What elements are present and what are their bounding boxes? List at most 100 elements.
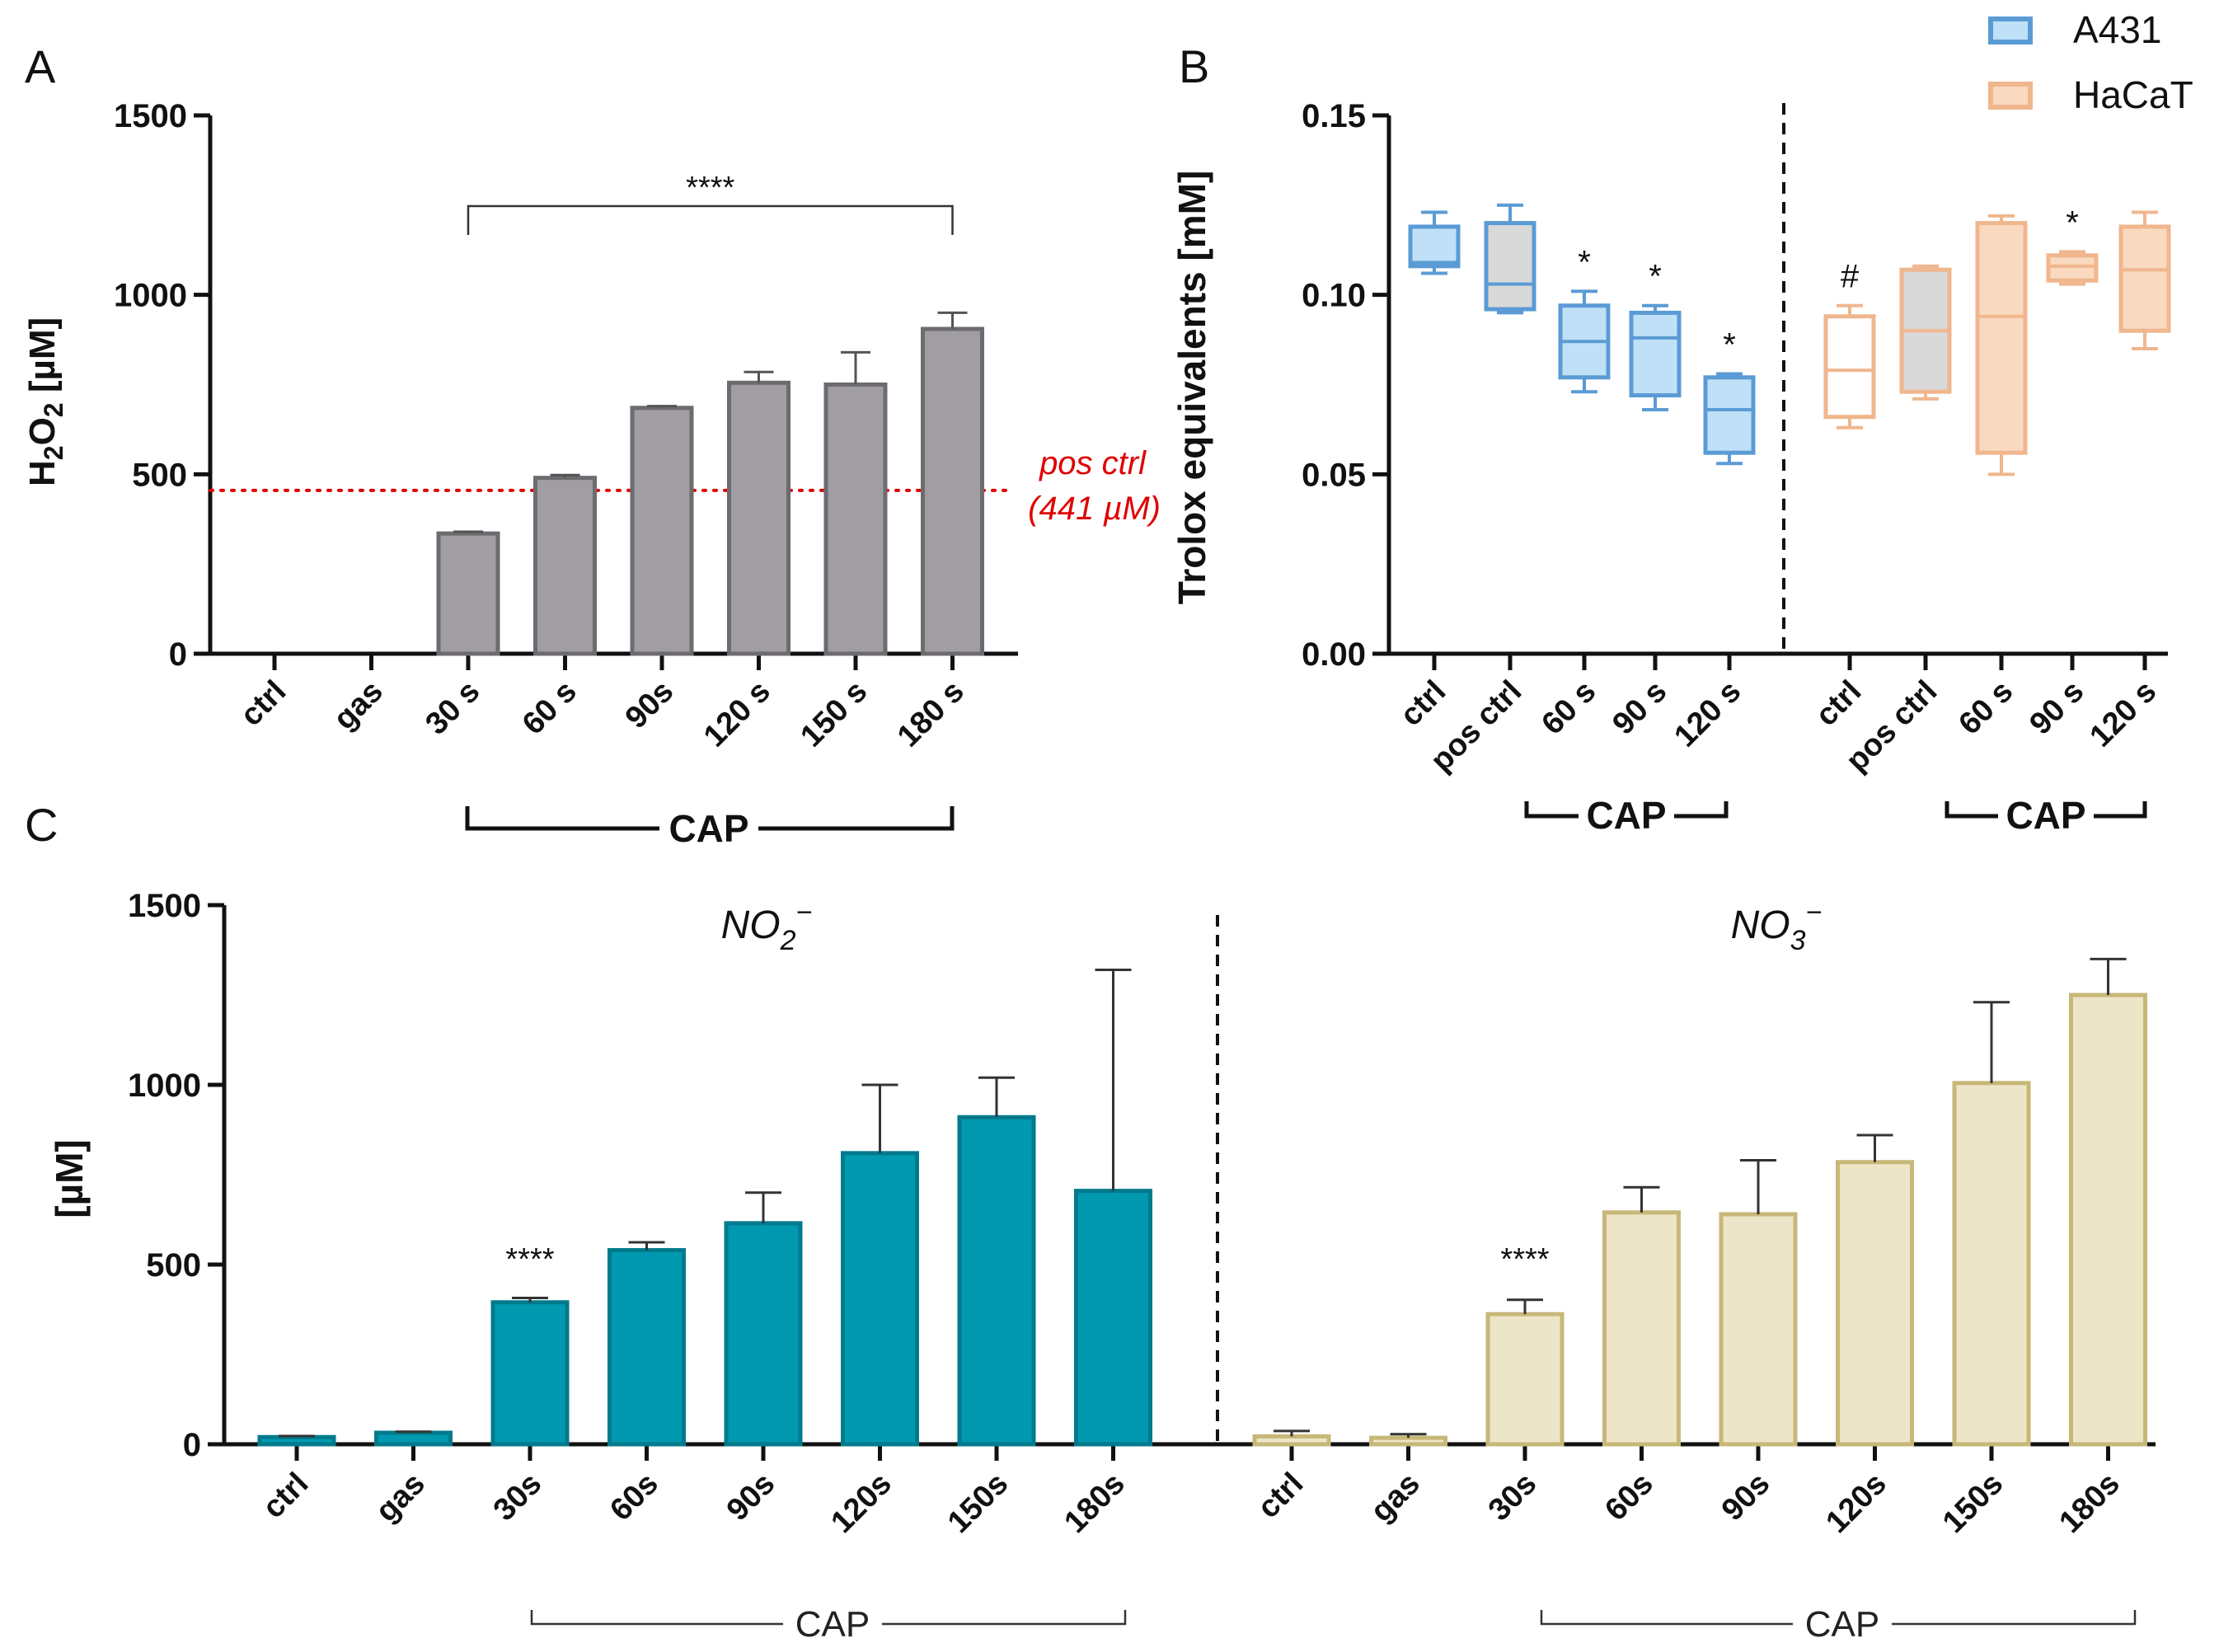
panel-b-x-tick-label: 90 s bbox=[1606, 674, 1673, 742]
panel-b-box bbox=[1408, 224, 1461, 269]
panel-a-bar bbox=[533, 476, 597, 656]
panel-b-y-tick-label: 0.15 bbox=[1302, 98, 1366, 134]
panel-a-x-tick-label: gas bbox=[327, 674, 390, 737]
panel-c-series-title: NO2− bbox=[721, 897, 813, 956]
panel-c-x-tick-label: 150s bbox=[1936, 1467, 2010, 1540]
panel-b-cap-gap bbox=[1579, 795, 1674, 837]
panel-c-bar bbox=[957, 1115, 1036, 1447]
panel-a-bar bbox=[630, 406, 694, 656]
panel-b-legend-label: A431 bbox=[2073, 8, 2161, 51]
panel-b-x-tick-label: ctrl bbox=[1394, 674, 1453, 734]
panel-b-legend-label: HaCaT bbox=[2073, 73, 2193, 116]
panel-c-x-tick-label: ctrl bbox=[256, 1467, 316, 1526]
panel-c-y-tick-label: 500 bbox=[146, 1247, 201, 1284]
panel-b-box bbox=[1703, 375, 1756, 455]
panel-c-y-tick-label: 1500 bbox=[128, 888, 201, 924]
panel-b-significance-mark: * bbox=[1723, 326, 1736, 363]
panel-c-bar bbox=[1252, 1434, 1331, 1447]
panel-a-y-label-part: O bbox=[22, 417, 63, 445]
panel-c-bar bbox=[490, 1300, 570, 1447]
panel-b-legend-swatch bbox=[1988, 82, 2033, 110]
panel-c-x-tick-label: 30s bbox=[487, 1467, 549, 1528]
panel-a-x-tick-label: 120 s bbox=[697, 674, 777, 754]
panel-c-y-tick-label: 0 bbox=[183, 1427, 201, 1463]
panel-a-pos-ctrl-label: pos ctrl bbox=[1039, 445, 1147, 481]
panel-a-y-label: H2O2 [µM] bbox=[22, 317, 68, 486]
panel-b-x-tick-label: ctrl bbox=[1809, 674, 1869, 734]
panel-c-x-tick-label: 60s bbox=[603, 1467, 665, 1528]
panel-c-bar bbox=[608, 1248, 686, 1447]
panel-b-x-tick-label: 120 s bbox=[2083, 674, 2163, 754]
panel-c-y-label: [µM] bbox=[48, 1139, 91, 1218]
panel-c-x-tick-label: ctrl bbox=[1251, 1467, 1311, 1526]
panel-b-y-label: Trolox equivalents [mM] bbox=[1170, 171, 1213, 605]
panel-c-series-title-main: NO bbox=[1731, 903, 1790, 947]
panel-b-y-tick-label: 0.05 bbox=[1302, 457, 1366, 493]
panel-label-a: A bbox=[25, 40, 56, 92]
panel-a-y-label-part: 2 bbox=[39, 402, 68, 417]
panel-b-significance-mark: # bbox=[1841, 259, 1860, 295]
panel-b-x-tick-label: 60 s bbox=[1535, 674, 1602, 742]
panel-c-x-tick-label: 30s bbox=[1482, 1467, 1544, 1528]
panel-c-x-tick-label: 150s bbox=[941, 1467, 1015, 1540]
panel-c-x-tick-label: 180s bbox=[1058, 1467, 1131, 1540]
panel-c-series-title-sup: − bbox=[796, 897, 813, 928]
panel-c-bar bbox=[841, 1151, 919, 1447]
panel-c-y-tick-label: 1000 bbox=[128, 1068, 201, 1104]
panel-b-box bbox=[2118, 224, 2171, 333]
panel-c-x-tick-label: 90s bbox=[1715, 1467, 1777, 1528]
panel-c-bar bbox=[374, 1430, 453, 1447]
panel-b-x-tick-label: 60 s bbox=[1952, 674, 2020, 742]
panel-a-bar bbox=[921, 326, 984, 656]
panel-c-series-title-sub: 3 bbox=[1790, 925, 1806, 956]
panel-c-cap-gap bbox=[783, 1603, 882, 1645]
panel-c-cap-gap bbox=[1793, 1603, 1892, 1645]
panel-c-x-tick-label: 120s bbox=[1819, 1467, 1893, 1540]
panel-a-cap-label: CAP bbox=[669, 807, 748, 850]
panel-b-x-tick-label: 90 s bbox=[2023, 674, 2090, 742]
panel-b-cap-label: CAP bbox=[1586, 794, 1666, 837]
panel-label-c: C bbox=[25, 799, 58, 851]
panel-c-series-title-sup: − bbox=[1806, 897, 1823, 928]
panel-c-bar bbox=[2069, 993, 2147, 1447]
panel-c-series-title: NO3− bbox=[1731, 897, 1823, 956]
panel-b-box bbox=[1484, 221, 1536, 312]
panel-b-x-tick-label: 120 s bbox=[1668, 674, 1748, 754]
panel-c-x-tick-label: 60s bbox=[1598, 1467, 1660, 1528]
panel-b-legend-swatch bbox=[1988, 16, 2033, 45]
panel-a-y-tick-label: 0 bbox=[169, 636, 187, 673]
panel-b-chart: 0.00 0.05 0.10 0.15 Trolox equivalents [mM] A… bbox=[1170, 8, 2193, 837]
panel-c-significance-mark: **** bbox=[1500, 1242, 1549, 1277]
panel-b-box bbox=[1975, 221, 2028, 455]
panel-a-bar bbox=[727, 380, 790, 656]
panel-c-bar bbox=[257, 1434, 336, 1447]
panel-a-x-tick-label: 30 s bbox=[419, 674, 486, 742]
panel-a-cap-gap bbox=[659, 808, 758, 849]
panel-a-bar bbox=[823, 382, 888, 656]
panel-c-bar bbox=[724, 1221, 803, 1447]
panel-c-series-title-main: NO bbox=[721, 903, 781, 947]
panel-c-x-tick-label: 120s bbox=[824, 1467, 898, 1540]
panel-a-significance-label: **** bbox=[686, 171, 734, 205]
panel-b-significance-mark: * bbox=[2066, 204, 2079, 241]
panel-c-bar bbox=[1952, 1081, 2031, 1447]
panel-b-y-tick-label: 0.00 bbox=[1302, 636, 1366, 673]
panel-b-y-tick-label: 0.10 bbox=[1302, 278, 1366, 314]
panel-b-significance-mark: * bbox=[1578, 244, 1591, 280]
panel-a-y-tick-label: 1000 bbox=[114, 278, 187, 314]
panel-c-bar bbox=[1485, 1312, 1565, 1447]
panel-b-box bbox=[1823, 314, 1876, 420]
panel-a-y-label-part: [µM] bbox=[22, 317, 63, 403]
panel-c-x-tick-label: gas bbox=[369, 1467, 432, 1529]
panel-b-cap-gap bbox=[1998, 795, 2094, 837]
panel-a-x-tick-label: 90s bbox=[619, 674, 681, 736]
panel-a-y-tick-label: 1500 bbox=[114, 98, 187, 134]
panel-a-significance-bracket bbox=[467, 204, 954, 235]
panel-a-x-tick-label: 150 s bbox=[794, 674, 874, 754]
panel-c-cap-label: CAP bbox=[795, 1604, 870, 1645]
panel-c-bar bbox=[1836, 1160, 1914, 1447]
panel-c-bar bbox=[1369, 1435, 1447, 1447]
panel-label-b: B bbox=[1179, 40, 1209, 92]
